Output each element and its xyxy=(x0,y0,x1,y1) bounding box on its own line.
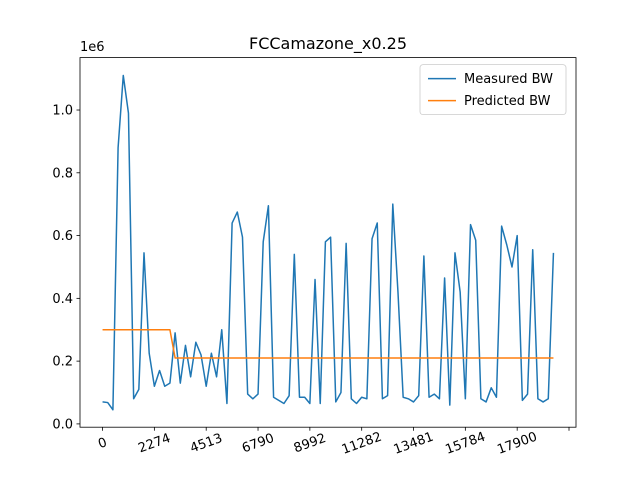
series-line xyxy=(102,328,554,359)
y-tick-label: 0.8 xyxy=(52,166,73,181)
y-tick-label: 0.4 xyxy=(52,292,73,307)
y-offset-label: 1e6 xyxy=(80,40,105,55)
legend-box xyxy=(419,64,567,115)
legend-label: Measured BW xyxy=(464,72,553,87)
y-tick-label: 0.6 xyxy=(52,229,73,244)
chart-title: FCCamazone_x0.25 xyxy=(249,34,407,54)
y-tick-label: 1.0 xyxy=(52,104,73,119)
legend-label: Predicted BW xyxy=(464,94,551,109)
axes-frame xyxy=(79,57,577,428)
y-tick-label: 0.0 xyxy=(52,417,73,432)
y-tick-label: 0.2 xyxy=(52,355,73,370)
